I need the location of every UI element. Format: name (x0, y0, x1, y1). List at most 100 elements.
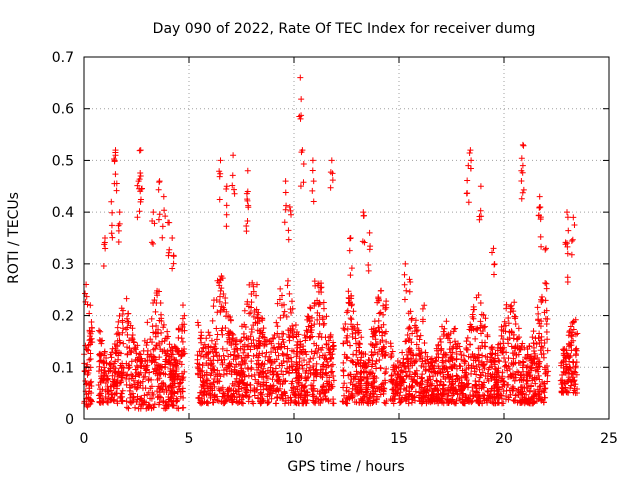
data-point-plus (283, 202, 290, 209)
data-point-plus (227, 351, 234, 358)
data-point-plus (205, 329, 212, 336)
data-point-plus (409, 384, 416, 391)
data-point-plus (469, 387, 476, 394)
data-point-plus (573, 371, 580, 378)
data-point-plus (229, 182, 236, 189)
data-point-plus (402, 260, 409, 267)
data-point-plus (520, 142, 527, 149)
data-point-plus (370, 330, 377, 337)
data-point-plus (293, 342, 300, 349)
data-point-plus (494, 344, 501, 351)
data-point-plus (274, 323, 281, 330)
data-point-plus (84, 301, 91, 308)
data-point-plus (100, 262, 107, 269)
data-point-plus (256, 328, 263, 335)
data-point-plus (136, 208, 143, 215)
data-point-plus (102, 380, 109, 387)
data-point-plus (218, 327, 225, 334)
data-point-plus (498, 323, 505, 330)
data-point-plus (327, 334, 334, 341)
data-point-plus (405, 348, 412, 355)
data-point-plus (254, 345, 261, 352)
data-point-plus (280, 357, 287, 364)
data-point-plus (408, 315, 415, 322)
data-point-plus (322, 334, 329, 341)
data-point-plus (311, 302, 318, 309)
data-point-plus (174, 388, 181, 395)
data-point-plus (437, 335, 444, 342)
data-point-plus (152, 308, 159, 315)
data-point-plus (240, 393, 247, 400)
data-point-plus (544, 315, 551, 322)
data-point-plus (289, 322, 296, 329)
data-point-plus (123, 295, 130, 302)
data-point-plus (355, 378, 362, 385)
data-point-plus (95, 382, 102, 389)
data-point-plus (570, 326, 577, 333)
data-point-plus (271, 358, 278, 365)
data-point-plus (177, 393, 184, 400)
data-point-plus (564, 250, 571, 257)
data-point-plus (407, 325, 414, 332)
data-point-plus (181, 312, 188, 319)
data-point-plus (463, 338, 470, 345)
data-point-plus (134, 214, 141, 221)
data-point-plus (238, 323, 245, 330)
data-point-plus (207, 344, 214, 351)
data-point-plus (507, 309, 514, 316)
data-point-plus (544, 336, 551, 343)
data-point-plus (245, 343, 252, 350)
data-point-plus (467, 392, 474, 399)
data-point-plus (417, 398, 424, 405)
data-point-plus (439, 357, 446, 364)
data-point-plus (301, 357, 308, 364)
data-point-plus (134, 182, 141, 189)
data-point-plus (294, 386, 301, 393)
data-point-plus (410, 352, 417, 359)
data-point-plus (170, 370, 177, 377)
data-point-plus (231, 369, 238, 376)
data-point-plus (484, 392, 491, 399)
data-point-plus (156, 370, 163, 377)
data-point-plus (544, 378, 551, 385)
data-point-plus (487, 357, 494, 364)
data-point-plus (564, 274, 571, 281)
data-point-plus (311, 299, 318, 306)
data-point-plus (99, 386, 106, 393)
data-point-plus (171, 380, 178, 387)
data-point-plus (316, 354, 323, 361)
data-point-plus (232, 340, 239, 347)
data-point-plus (158, 329, 165, 336)
data-point-plus (453, 400, 460, 407)
data-point-plus (378, 287, 385, 294)
data-point-plus (489, 399, 496, 406)
data-point-plus (330, 373, 337, 380)
data-point-plus (88, 319, 95, 325)
data-point-plus (248, 326, 255, 333)
data-point-plus (168, 391, 175, 398)
data-point-plus (524, 346, 531, 353)
data-point-plus (520, 186, 527, 193)
data-point-plus (108, 222, 115, 229)
data-point-plus (175, 351, 182, 358)
data-point-plus (480, 362, 487, 369)
data-point-plus (316, 330, 323, 337)
data-point-plus (344, 325, 351, 332)
data-point-plus (423, 398, 430, 405)
data-points (81, 74, 581, 412)
data-point-plus (518, 167, 525, 174)
data-point-plus (133, 385, 140, 392)
data-point-plus (149, 357, 156, 364)
data-point-plus (114, 342, 121, 349)
data-point-plus (381, 399, 388, 406)
data-point-plus (133, 369, 140, 376)
data-point-plus (169, 235, 176, 241)
data-point-plus (243, 392, 250, 399)
data-point-plus (273, 400, 280, 407)
data-point-plus (424, 356, 431, 363)
data-point-plus (203, 380, 210, 387)
data-point-plus (519, 396, 526, 403)
y-tick-label: 0.4 (52, 205, 74, 221)
data-point-plus (284, 282, 291, 289)
data-point-plus (162, 405, 169, 412)
